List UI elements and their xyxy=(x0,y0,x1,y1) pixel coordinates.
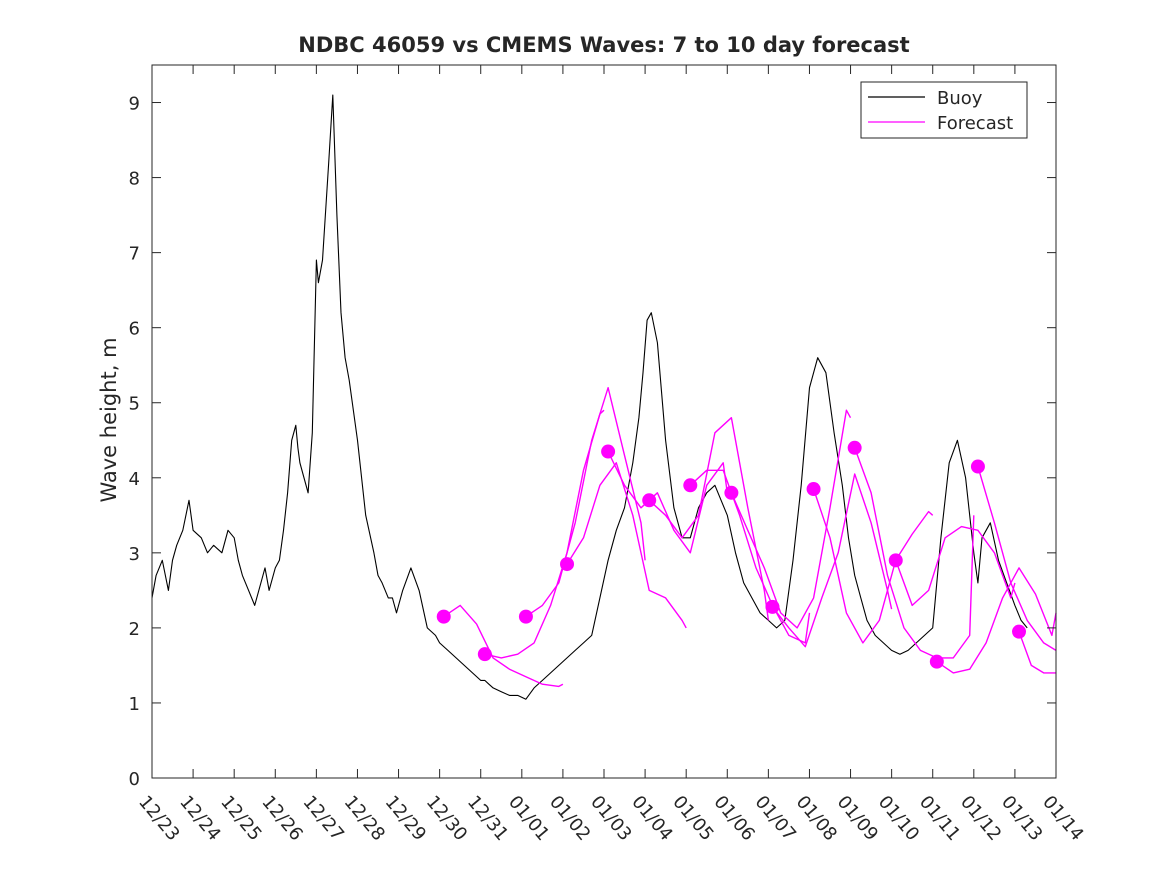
y-tick-label: 8 xyxy=(129,169,140,190)
legend-forecast-label: Forecast xyxy=(937,113,1013,134)
y-axis-label: Wave height, m xyxy=(97,337,121,502)
y-tick-label: 7 xyxy=(129,244,140,265)
forecast-marker xyxy=(477,647,492,662)
y-tick-label: 9 xyxy=(129,94,140,115)
forecast-line xyxy=(443,604,564,688)
forecast-marker xyxy=(518,609,533,624)
forecast-line xyxy=(730,409,852,629)
y-tick-label: 4 xyxy=(129,469,140,490)
y-tick-label: 6 xyxy=(129,319,140,340)
forecast-marker xyxy=(724,485,739,500)
y-tick-label: 2 xyxy=(129,619,140,640)
forecast-marker xyxy=(929,654,944,669)
y-tick-label: 5 xyxy=(129,394,140,415)
buoy-line xyxy=(151,94,1028,700)
forecast-line xyxy=(895,525,1016,607)
y-axis: 0 1 2 3 4 5 6 7 8 9 xyxy=(129,94,1056,790)
forecast-marker xyxy=(806,482,821,497)
forecast-marker xyxy=(970,459,985,474)
forecast-marker xyxy=(765,599,780,614)
y-tick-label: 3 xyxy=(129,544,140,565)
buoy-series xyxy=(151,94,1028,700)
forecast-line xyxy=(977,466,1057,651)
forecast-line xyxy=(936,567,1057,674)
forecast-marker xyxy=(436,609,451,624)
forecast-line xyxy=(854,447,975,659)
forecast-marker xyxy=(847,440,862,455)
forecast-line xyxy=(566,462,687,629)
forecast-line xyxy=(771,473,893,648)
forecast-marker xyxy=(642,493,657,508)
y-tick-label: 1 xyxy=(129,694,140,715)
chart-title: NDBC 46059 vs CMEMS Waves: 7 to 10 day f… xyxy=(298,33,909,57)
y-tick-label: 0 xyxy=(129,769,140,790)
forecast-marker xyxy=(888,553,903,568)
forecast-marker xyxy=(560,557,575,572)
forecast-marker xyxy=(683,478,698,493)
forecast-marker xyxy=(601,444,616,459)
legend: Buoy Forecast xyxy=(860,81,1028,139)
legend-buoy-label: Buoy xyxy=(937,88,983,109)
forecast-line xyxy=(648,417,770,621)
forecast-series xyxy=(436,387,1057,688)
forecast-line xyxy=(1018,631,1056,674)
legend-box xyxy=(860,81,1028,139)
forecast-marker xyxy=(1012,624,1027,639)
forecast-line xyxy=(812,488,934,644)
